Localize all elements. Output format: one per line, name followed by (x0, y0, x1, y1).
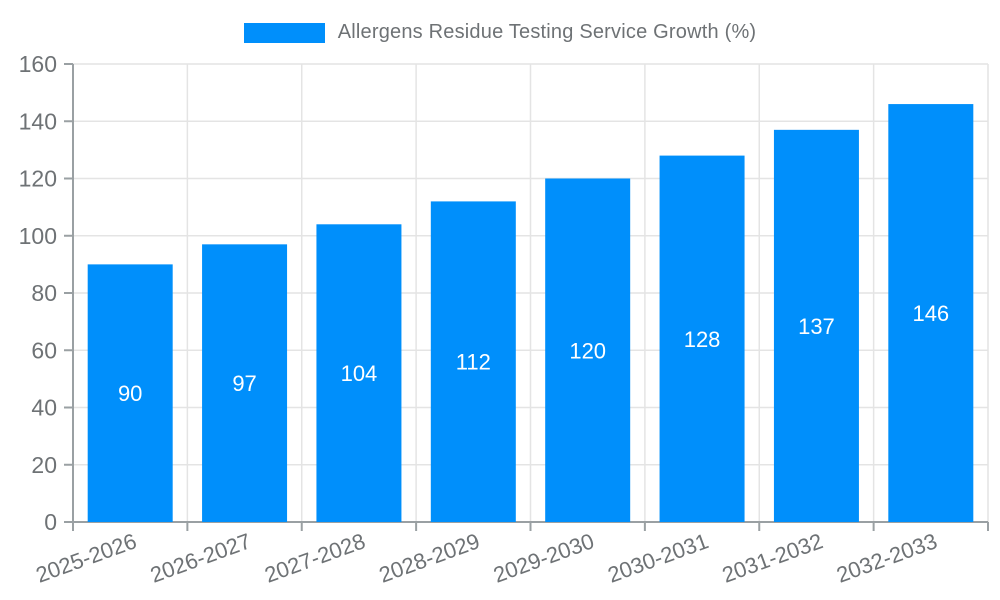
bar[interactable] (430, 201, 516, 522)
bar[interactable] (202, 244, 288, 522)
legend-label: Allergens Residue Testing Service Growth… (337, 21, 757, 43)
x-tick-label: 2026-2027 (147, 528, 254, 587)
bar-value-label: 137 (798, 314, 835, 339)
legend[interactable]: Allergens Residue Testing Service Growth… (0, 21, 1000, 44)
bar[interactable] (659, 155, 745, 522)
bar[interactable] (888, 104, 974, 522)
bar[interactable] (545, 178, 631, 523)
bar-value-label: 120 (569, 338, 606, 363)
y-tick-label: 160 (19, 51, 57, 77)
y-tick-label: 120 (19, 166, 57, 192)
x-tick-label: 2025-2026 (32, 528, 139, 587)
y-tick-label: 60 (31, 337, 57, 363)
legend-swatch-icon (243, 22, 325, 43)
x-tick-label: 2030-2031 (604, 528, 711, 587)
bar[interactable] (773, 129, 859, 522)
y-tick-label: 40 (31, 395, 57, 421)
y-tick-label: 100 (19, 223, 57, 249)
bar[interactable] (316, 224, 402, 523)
y-tick-label: 140 (19, 108, 57, 134)
y-tick-label: 0 (44, 509, 57, 535)
bar-value-label: 146 (912, 301, 949, 326)
bar-value-label: 97 (232, 371, 256, 396)
x-tick-label: 2028-2029 (376, 528, 483, 587)
bar-value-label: 112 (456, 350, 491, 375)
x-tick-label: 2029-2030 (490, 528, 597, 587)
x-tick-label: 2027-2028 (261, 528, 368, 587)
bar-value-label: 90 (118, 381, 142, 406)
x-tick-label: 2032-2033 (833, 528, 940, 587)
x-tick-label: 2031-2032 (719, 528, 826, 587)
bar-layer (87, 104, 974, 523)
y-tick-label: 20 (31, 452, 57, 478)
bar[interactable] (87, 264, 173, 522)
bar-value-label: 104 (341, 361, 378, 386)
y-tick-label: 80 (31, 280, 57, 306)
bar-value-label: 128 (684, 327, 721, 352)
